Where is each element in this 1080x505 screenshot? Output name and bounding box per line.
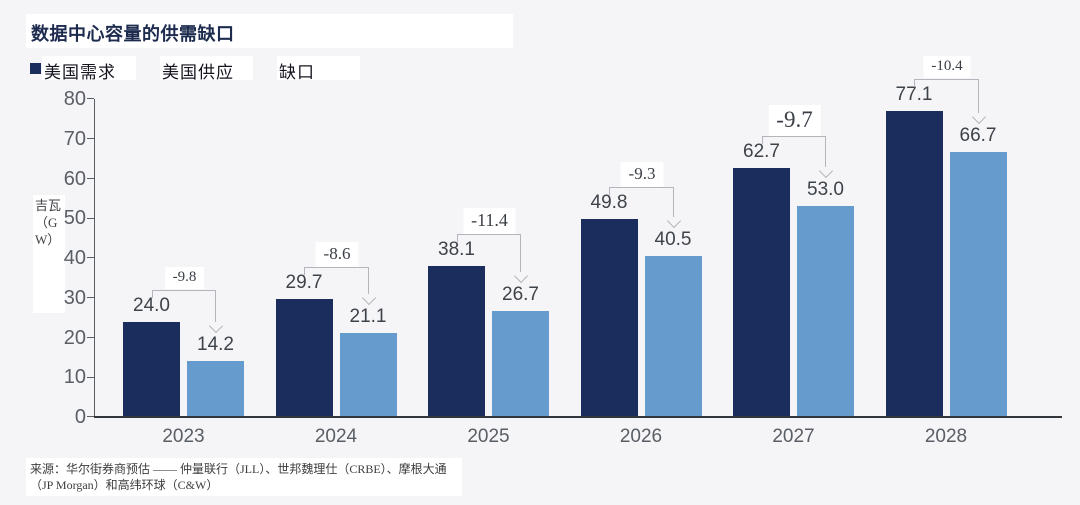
bar-us-demand	[275, 298, 333, 417]
y-axis-tick	[87, 416, 94, 418]
bar-us-demand	[885, 110, 943, 417]
legend-item-us-supply: 美国供应	[160, 56, 253, 82]
bar-us-supply	[797, 206, 854, 417]
y-axis-tick-label: 20	[63, 326, 86, 349]
y-axis-tick	[87, 336, 94, 338]
y-axis-tick	[87, 138, 94, 139]
y-axis-tick	[87, 376, 94, 378]
gap-bracket-drop	[520, 233, 521, 272]
gap-arrowhead-icon	[513, 268, 529, 283]
gap-bracket-drop	[825, 135, 826, 168]
supply-value-label: 21.1	[349, 306, 387, 328]
bar-us-demand	[580, 219, 638, 417]
y-axis-unit-label: 吉瓦（GW）	[35, 198, 62, 247]
supply-value-label: 40.5	[654, 229, 692, 250]
chart-title-box: 数据中心容量的供需缺口	[26, 14, 513, 48]
demand-value-label: 62.7	[743, 140, 780, 162]
gap-bracket-drop	[672, 187, 674, 217]
gap-value-label: -8.6	[315, 241, 359, 267]
bar-us-supply	[492, 310, 549, 417]
gap-bracket-line	[456, 233, 521, 242]
y-axis-tick-label: 0	[74, 406, 86, 428]
demand-value-label: 24.0	[133, 294, 170, 316]
source-note: 来源：华尔街券商预估 —— 仲量联行（JLL）、世邦魏理仕（CRBE）、摩根大通…	[30, 462, 447, 492]
bar-us-supply	[949, 151, 1007, 417]
gap-arrowhead-icon	[208, 318, 224, 333]
y-axis-tick-label: 40	[63, 247, 86, 269]
y-axis-tick	[87, 297, 94, 298]
x-axis-tick-label: 2025	[467, 426, 510, 447]
gap-bracket-line	[761, 135, 826, 144]
y-axis-line	[94, 99, 95, 417]
demand-value-label: 49.8	[590, 192, 628, 214]
gap-value-label: -9.7	[768, 104, 821, 136]
gap-value-label: -11.4	[463, 207, 516, 234]
x-axis-tick-label: 2028	[924, 426, 968, 447]
y-axis-tick	[87, 98, 94, 100]
y-axis-tick-label: 30	[63, 286, 86, 309]
bar-us-demand	[123, 321, 180, 417]
y-axis-tick	[87, 257, 94, 259]
bar-us-supply	[644, 256, 702, 417]
gap-bracket-line	[914, 78, 978, 87]
gap-value-label: -10.4	[923, 55, 971, 78]
gap-bracket-line	[609, 187, 673, 196]
gap-bracket-drop	[215, 289, 216, 322]
x-axis-tick-label: 2026	[619, 426, 663, 447]
bar-us-demand	[428, 265, 485, 417]
gap-bracket-line	[151, 289, 216, 298]
legend-demand-swatch	[30, 63, 41, 74]
legend-label-us-demand: 美国需求	[44, 63, 116, 82]
gap-value-label: -9.3	[620, 162, 664, 188]
x-axis-line	[94, 415, 1062, 418]
demand-value-label: 38.1	[438, 238, 475, 260]
legend-item-us-demand: 美国需求	[42, 56, 136, 82]
legend-label-us-supply: 美国供应	[162, 63, 234, 82]
x-axis-tick-label: 2027	[772, 426, 815, 447]
gap-arrowhead-icon	[818, 164, 834, 179]
gap-value-label: -9.8	[164, 266, 205, 289]
bar-us-supply	[339, 333, 397, 417]
gap-arrowhead-icon	[361, 291, 376, 306]
y-axis-unit-box: 吉瓦（GW）	[33, 195, 65, 313]
bar-us-demand	[733, 167, 790, 417]
gap-arrowhead-icon	[666, 213, 681, 229]
y-axis-tick-label: 50	[63, 207, 86, 230]
x-axis-tick-label: 2024	[314, 426, 358, 447]
supply-value-label: 53.0	[807, 179, 844, 201]
legend-label-gap: 缺口	[279, 63, 315, 82]
bar-us-supply	[187, 360, 244, 417]
gap-bracket-drop	[977, 78, 979, 113]
x-axis-tick-label: 2023	[162, 426, 205, 447]
y-axis-tick-label: 80	[63, 88, 86, 110]
source-note-box: 来源：华尔街券商预估 —— 仲量联行（JLL）、世邦魏理仕（CRBE）、摩根大通…	[26, 458, 462, 496]
gap-arrowhead-icon	[971, 109, 986, 124]
y-axis-tick	[87, 177, 94, 179]
legend-item-gap: 缺口	[277, 56, 360, 82]
gap-bracket-line	[304, 266, 368, 275]
y-axis-tick-label: 10	[63, 366, 86, 389]
chart-title: 数据中心容量的供需缺口	[31, 24, 235, 44]
gap-bracket-drop	[367, 266, 369, 295]
supply-value-label: 26.7	[502, 283, 539, 305]
y-axis-tick-label: 60	[63, 167, 86, 190]
supply-value-label: 66.7	[959, 124, 997, 146]
supply-value-label: 14.2	[197, 333, 234, 355]
demand-value-label: 29.7	[285, 271, 323, 293]
y-axis-tick-label: 70	[63, 127, 86, 150]
y-axis-tick	[87, 217, 94, 219]
demand-value-label: 77.1	[895, 83, 933, 105]
